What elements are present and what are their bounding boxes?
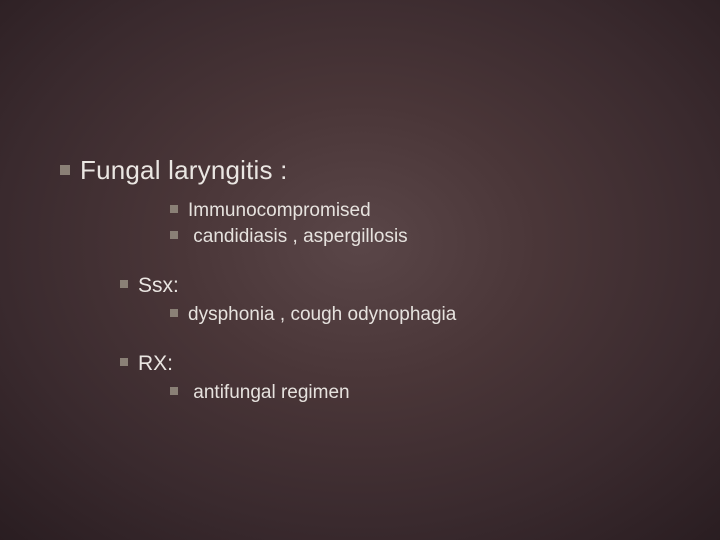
- rx-label: RX:: [138, 352, 173, 375]
- square-bullet-icon: [170, 231, 178, 239]
- square-bullet-icon: [120, 280, 128, 288]
- bullet-level1: Fungal laryngitis :: [60, 155, 720, 186]
- ssx-label: Ssx:: [138, 274, 179, 297]
- square-bullet-icon: [60, 165, 70, 175]
- square-bullet-icon: [170, 387, 178, 395]
- bullet-level2: Immunocompromised: [170, 200, 720, 222]
- bullet-level3: antifungal regimen: [170, 382, 720, 404]
- rx-item: antifungal regimen: [188, 382, 350, 403]
- slide: Fungal laryngitis : Immunocompromised ca…: [0, 0, 720, 540]
- square-bullet-icon: [120, 358, 128, 366]
- slide-title: Fungal laryngitis :: [80, 155, 288, 185]
- square-bullet-icon: [170, 309, 178, 317]
- sub-item-1: Immunocompromised: [188, 200, 371, 221]
- ssx-item: dysphonia , cough odynophagia: [188, 304, 456, 325]
- square-bullet-icon: [170, 205, 178, 213]
- bullet-level2-heading: RX:: [120, 352, 720, 376]
- bullet-level2-heading: Ssx:: [120, 274, 720, 298]
- bullet-level2: candidiasis , aspergillosis: [170, 226, 720, 248]
- bullet-level3: dysphonia , cough odynophagia: [170, 304, 720, 326]
- sub-item-2: candidiasis , aspergillosis: [188, 226, 408, 247]
